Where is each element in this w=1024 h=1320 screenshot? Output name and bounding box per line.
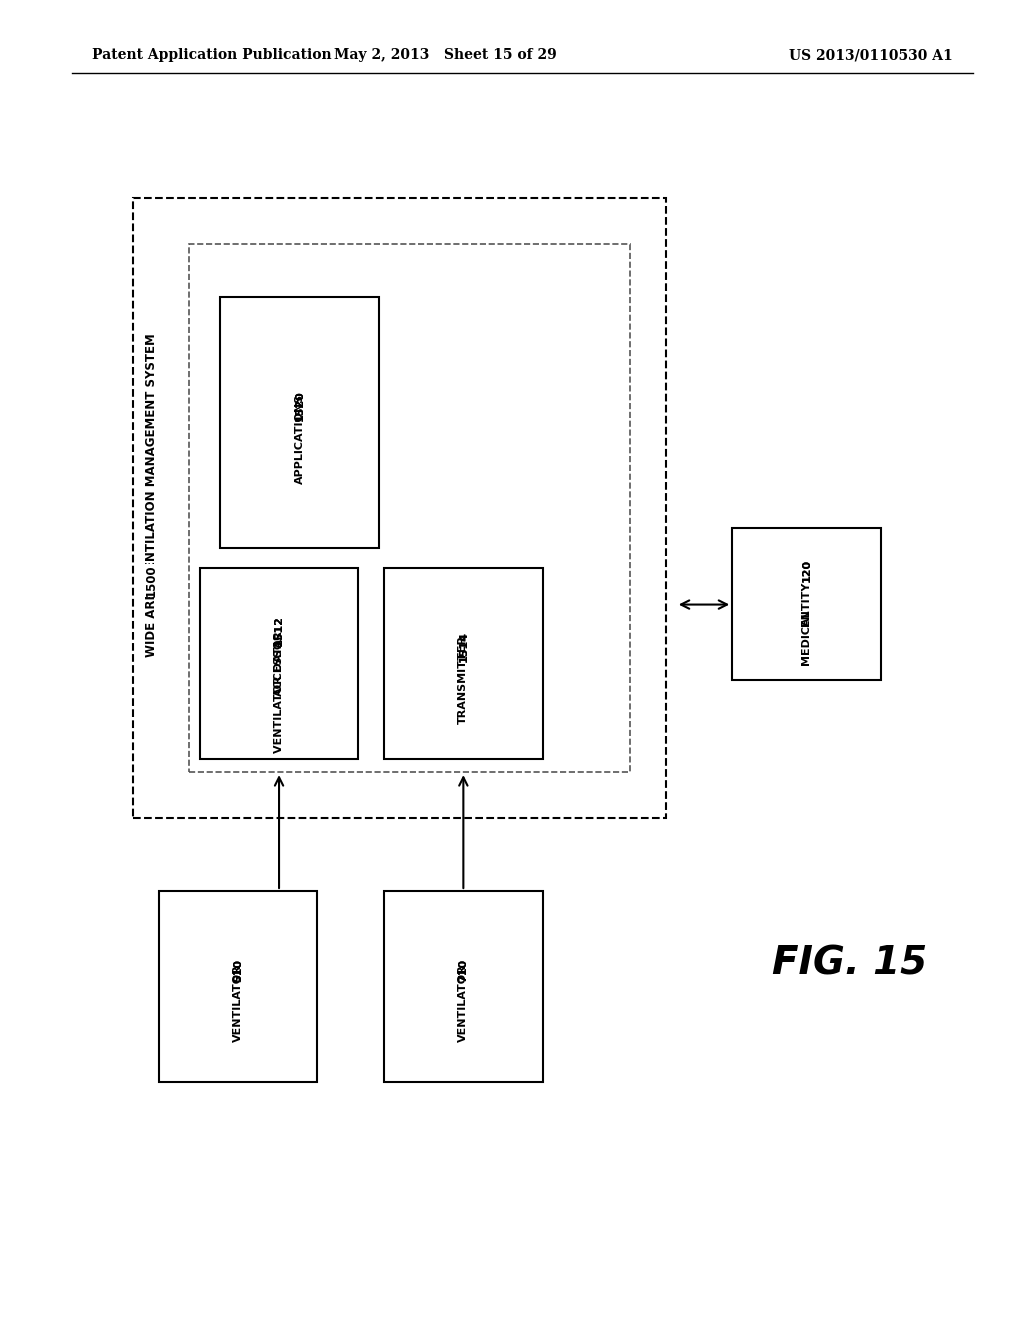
Text: VENTILATOR: VENTILATOR	[459, 965, 468, 1041]
Text: 510: 510	[233, 958, 243, 982]
Text: TRANSMITTER: TRANSMITTER	[459, 635, 468, 725]
Text: VENTILATOR DATA: VENTILATOR DATA	[274, 639, 284, 754]
Text: Patent Application Publication: Patent Application Publication	[92, 49, 332, 62]
Text: 1514: 1514	[459, 631, 468, 663]
Text: May 2, 2013   Sheet 15 of 29: May 2, 2013 Sheet 15 of 29	[334, 49, 557, 62]
Text: APPLICATIONS: APPLICATIONS	[295, 393, 304, 484]
FancyBboxPatch shape	[133, 198, 666, 818]
FancyBboxPatch shape	[200, 568, 358, 759]
Text: 710: 710	[459, 958, 468, 982]
FancyBboxPatch shape	[384, 891, 543, 1082]
FancyBboxPatch shape	[384, 568, 543, 759]
Text: VENTILATOR: VENTILATOR	[233, 965, 243, 1041]
Text: 1512: 1512	[274, 615, 284, 645]
FancyBboxPatch shape	[220, 297, 379, 548]
FancyBboxPatch shape	[732, 528, 881, 680]
Text: 1514: 1514	[459, 631, 468, 663]
Text: 120: 120	[802, 560, 811, 582]
Text: 1520: 1520	[295, 391, 304, 421]
FancyBboxPatch shape	[189, 244, 630, 772]
FancyBboxPatch shape	[159, 891, 317, 1082]
Text: 1520: 1520	[295, 391, 304, 421]
Text: 710: 710	[459, 958, 468, 982]
Text: MEDICAL: MEDICAL	[802, 609, 811, 665]
Text: ACCESSOR: ACCESSOR	[274, 631, 284, 696]
Text: ENTITY: ENTITY	[802, 582, 811, 626]
Text: 1500: 1500	[145, 565, 158, 597]
Text: US 2013/0110530 A1: US 2013/0110530 A1	[788, 49, 952, 62]
Text: FIG. 15: FIG. 15	[772, 945, 928, 982]
Text: 1512: 1512	[274, 615, 284, 645]
Text: 510: 510	[233, 958, 243, 982]
Text: 120: 120	[802, 560, 811, 582]
Text: WIDE AREA VENTILATION MANAGEMENT SYSTEM: WIDE AREA VENTILATION MANAGEMENT SYSTEM	[145, 333, 158, 657]
